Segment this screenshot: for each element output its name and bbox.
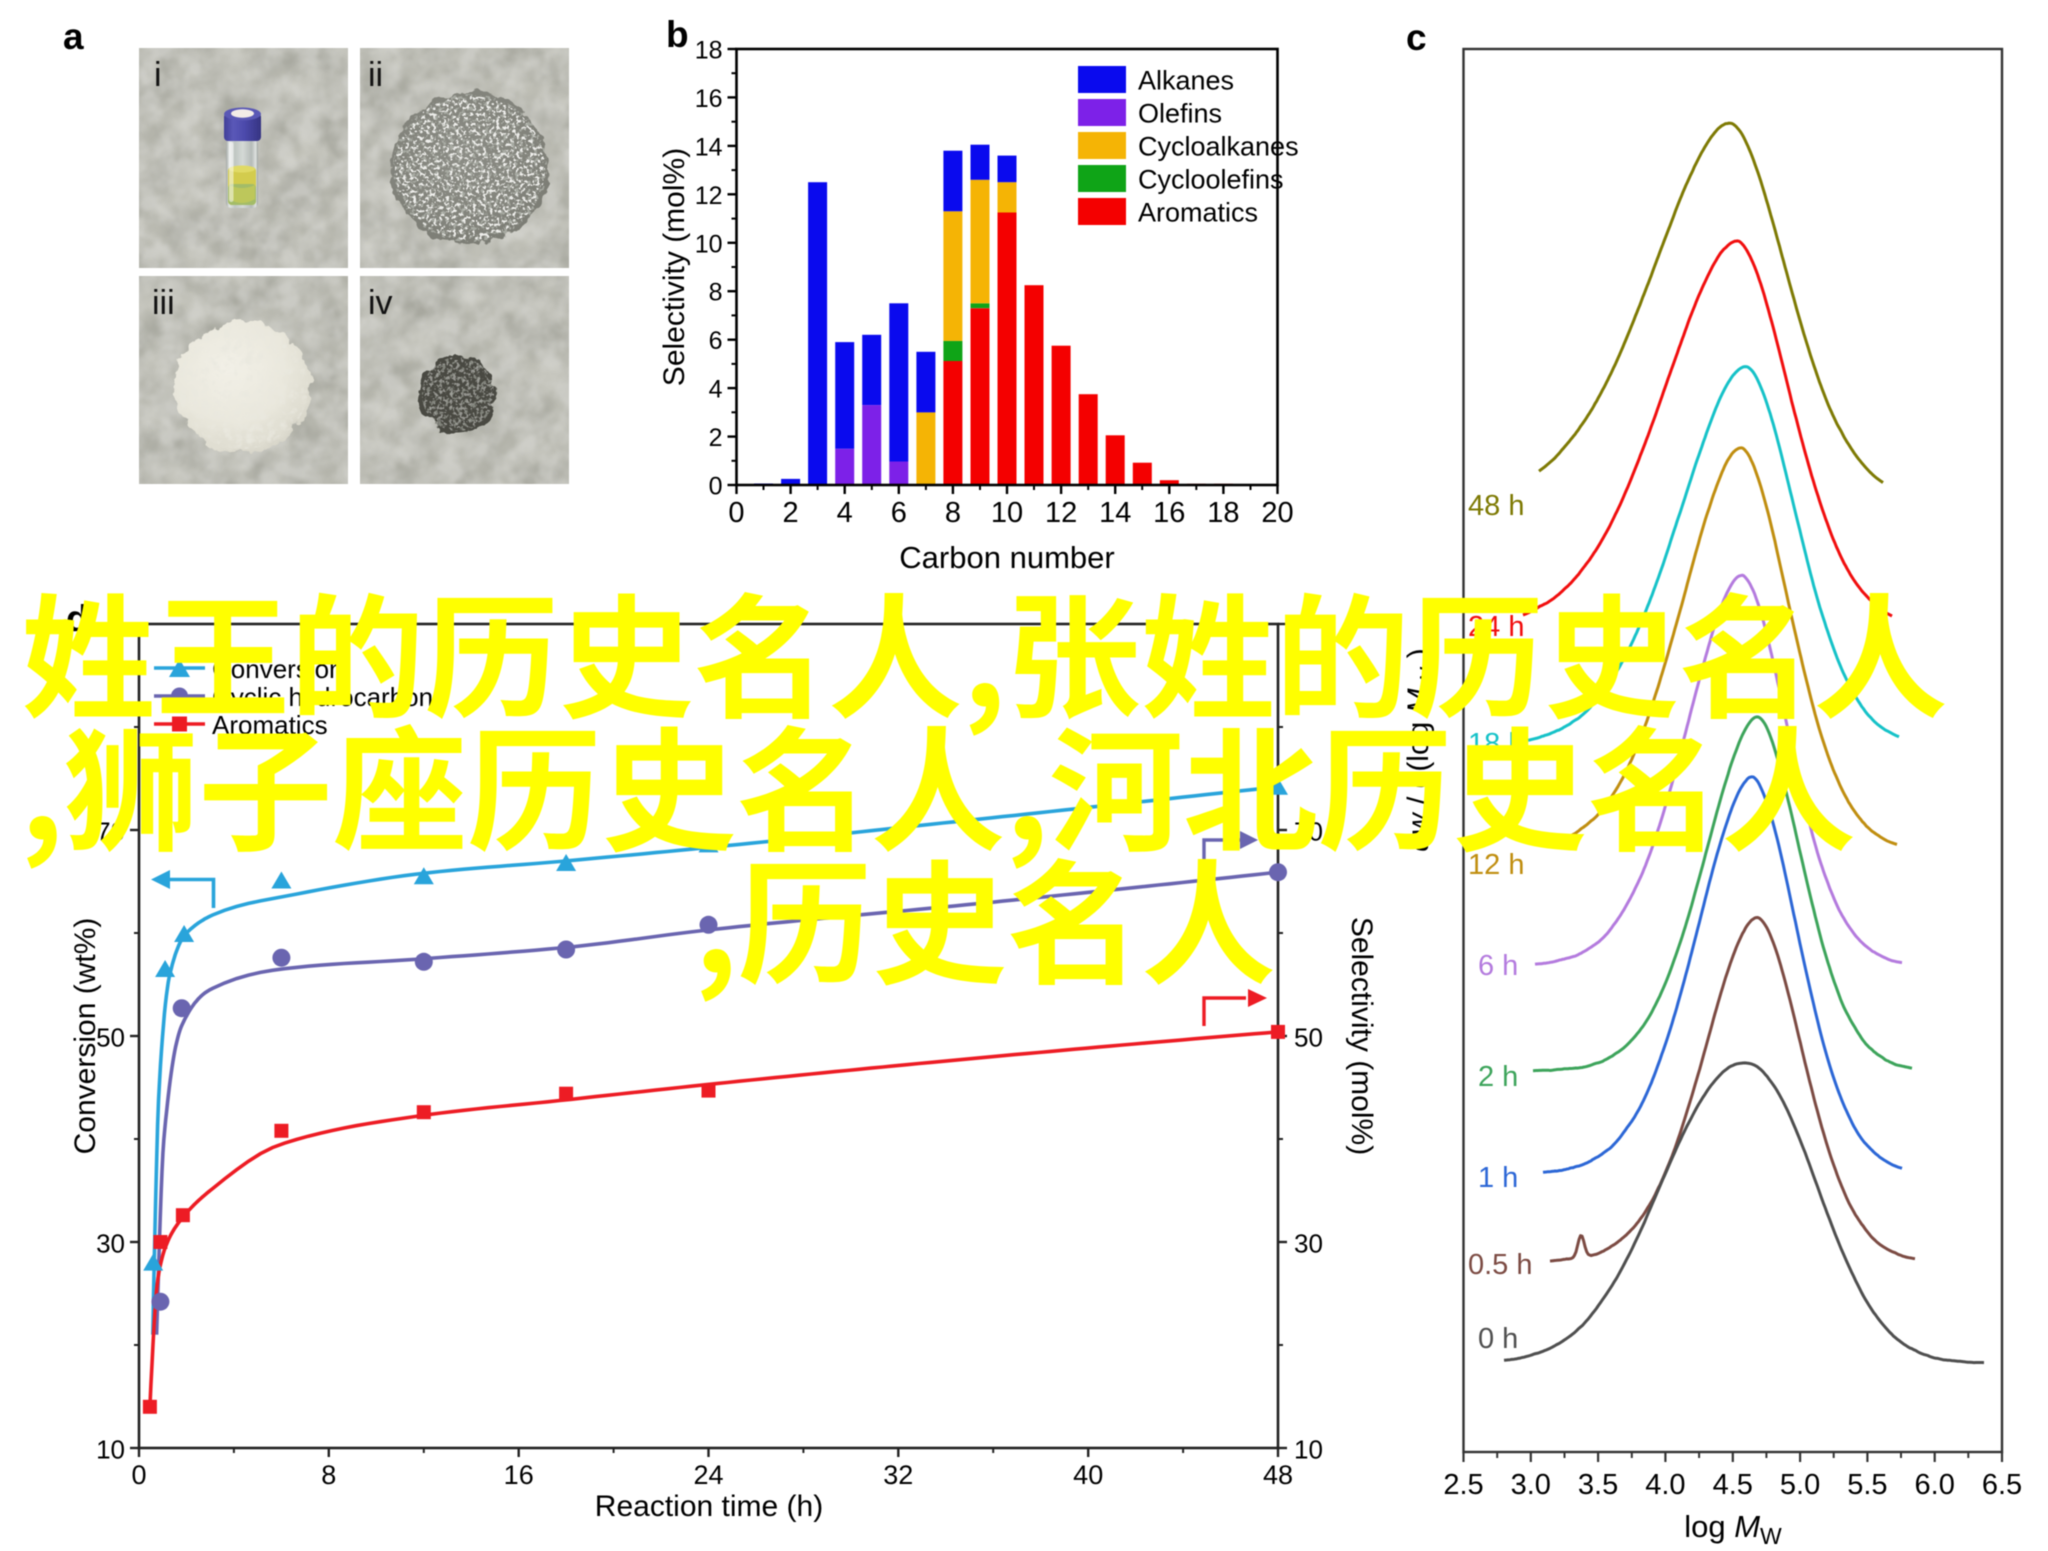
svg-text:20: 20	[1261, 497, 1293, 529]
svg-text:iv: iv	[368, 284, 393, 322]
svg-text:ii: ii	[368, 56, 383, 94]
svg-text:24: 24	[693, 1460, 723, 1490]
svg-text:8: 8	[945, 497, 961, 529]
svg-text:16: 16	[695, 85, 723, 113]
svg-text:Selectivity (mol%): Selectivity (mol%)	[658, 148, 691, 386]
svg-text:12 h: 12 h	[1468, 849, 1524, 881]
svg-text:2.5: 2.5	[1443, 1469, 1483, 1501]
svg-text:4.0: 4.0	[1645, 1469, 1685, 1501]
svg-text:16: 16	[1153, 497, 1185, 529]
svg-text:c: c	[1406, 17, 1427, 58]
svg-text:10: 10	[695, 230, 723, 258]
svg-text:4.5: 4.5	[1713, 1469, 1753, 1501]
svg-text:3.0: 3.0	[1511, 1469, 1551, 1501]
svg-text:b: b	[666, 14, 689, 55]
svg-text:0: 0	[728, 497, 744, 529]
svg-text:30: 30	[96, 1229, 125, 1259]
svg-text:Cycloolefins: Cycloolefins	[1138, 165, 1284, 195]
svg-text:48 h: 48 h	[1468, 490, 1524, 522]
svg-text:18: 18	[695, 37, 723, 65]
svg-text:40: 40	[1073, 1460, 1103, 1490]
svg-text:a: a	[63, 16, 84, 57]
svg-text:10: 10	[991, 497, 1023, 529]
svg-text:32: 32	[883, 1460, 913, 1490]
svg-text:16: 16	[504, 1460, 534, 1490]
svg-text:10: 10	[96, 1435, 125, 1465]
svg-text:6: 6	[709, 327, 723, 355]
svg-text:Carbon number: Carbon number	[899, 540, 1114, 575]
svg-text:5.5: 5.5	[1847, 1469, 1887, 1501]
svg-text:12: 12	[1045, 497, 1077, 529]
svg-text:0 h: 0 h	[1478, 1323, 1518, 1355]
svg-text:0: 0	[131, 1460, 146, 1490]
svg-text:12: 12	[695, 182, 723, 210]
svg-text:i: i	[154, 56, 162, 94]
svg-text:iii: iii	[152, 284, 175, 322]
svg-text:50: 50	[1294, 1023, 1323, 1053]
svg-text:14: 14	[695, 133, 723, 161]
svg-text:50: 50	[96, 1023, 125, 1053]
svg-text:8: 8	[321, 1460, 336, 1490]
svg-text:Reaction time (h): Reaction time (h)	[595, 1490, 823, 1523]
svg-text:Selectivity (mol%): Selectivity (mol%)	[1345, 917, 1378, 1155]
svg-text:8: 8	[709, 279, 723, 307]
svg-text:2: 2	[709, 424, 723, 452]
svg-text:14: 14	[1099, 497, 1131, 529]
svg-text:3.5: 3.5	[1578, 1469, 1618, 1501]
svg-text:Olefins: Olefins	[1138, 99, 1222, 129]
svg-text:48: 48	[1263, 1460, 1293, 1490]
svg-text:6.0: 6.0	[1915, 1469, 1955, 1501]
svg-text:2: 2	[783, 497, 799, 529]
svg-text:1 h: 1 h	[1478, 1162, 1518, 1194]
svg-text:4: 4	[709, 376, 723, 404]
svg-text:Alkanes: Alkanes	[1138, 66, 1234, 96]
svg-text:Aromatics: Aromatics	[1138, 198, 1258, 228]
svg-text:Cycloalkanes: Cycloalkanes	[1138, 132, 1299, 162]
svg-text:Conversion (wt%): Conversion (wt%)	[69, 918, 102, 1155]
svg-text:2 h: 2 h	[1478, 1061, 1518, 1093]
svg-text:30: 30	[1294, 1229, 1323, 1259]
svg-text:0: 0	[709, 473, 723, 501]
svg-text:6: 6	[891, 497, 907, 529]
svg-text:18: 18	[1207, 497, 1239, 529]
svg-text:10: 10	[1294, 1435, 1323, 1465]
svg-text:6 h: 6 h	[1478, 950, 1518, 982]
svg-text:5.0: 5.0	[1780, 1469, 1820, 1501]
svg-text:4: 4	[837, 497, 853, 529]
svg-text:0.5 h: 0.5 h	[1468, 1249, 1533, 1281]
svg-text:6.5: 6.5	[1982, 1469, 2022, 1501]
